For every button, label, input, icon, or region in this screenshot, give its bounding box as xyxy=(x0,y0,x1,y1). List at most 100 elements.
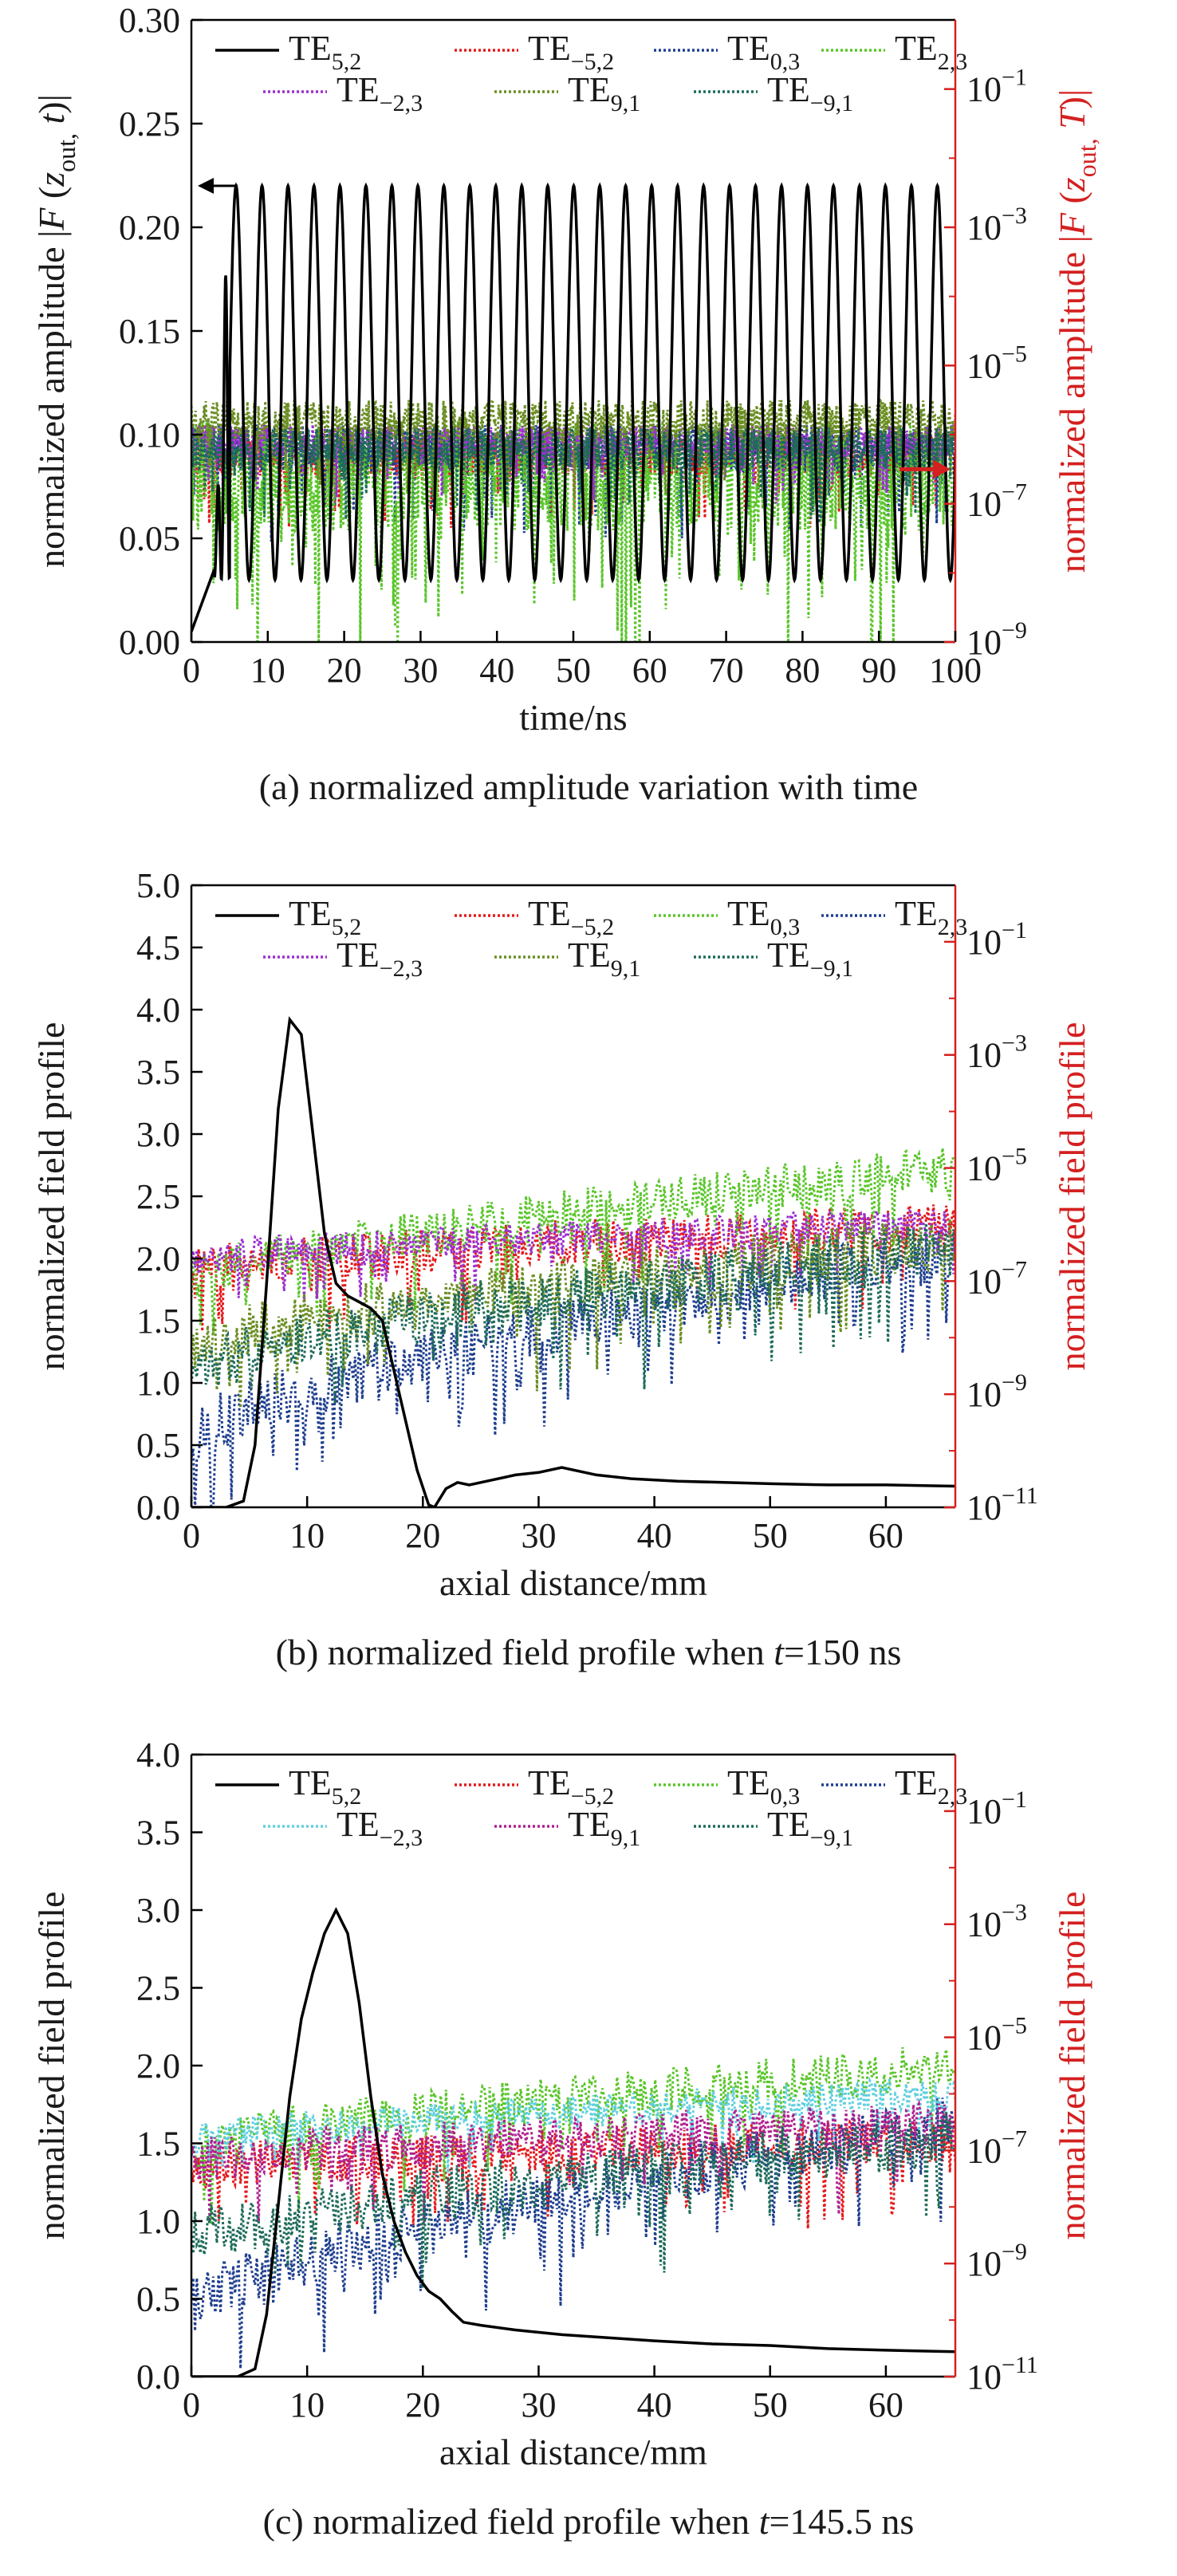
series-TE9,1 xyxy=(191,398,955,498)
legend-label: TE2,3 xyxy=(895,894,967,940)
legend-entry: TE0,3 xyxy=(654,29,800,75)
x-tick-label: 30 xyxy=(403,651,438,690)
legend-entry: TE0,3 xyxy=(654,1763,800,1810)
series-TE−9,1 xyxy=(191,426,955,523)
y-tick-label: 4.5 xyxy=(136,928,180,967)
legend-entry: TE−9,1 xyxy=(694,70,853,116)
series-TE5,2 xyxy=(191,1016,955,1507)
x-tick-label: 40 xyxy=(637,2385,672,2424)
legend-label: TE9,1 xyxy=(568,70,640,116)
y-tick-label: 4.0 xyxy=(136,991,180,1030)
x-tick-label: 50 xyxy=(556,651,591,690)
y-tick-label: 0.0 xyxy=(136,2357,180,2397)
y-axis-label: normalized field profile xyxy=(31,1022,72,1371)
arrow-left-head xyxy=(198,178,214,194)
legend-entry: TE9,1 xyxy=(494,1805,640,1851)
x-tick-label: 0 xyxy=(183,2385,200,2424)
x-tick-label: 50 xyxy=(753,1516,788,1555)
chart-b-caption: (b) normalized field profile when t=150 … xyxy=(275,1632,902,1672)
legend-label: TE−5,2 xyxy=(528,1763,614,1810)
legend-entry: TE0,3 xyxy=(654,894,800,940)
legend-entry: TE2,3 xyxy=(821,29,967,75)
y-axis-label: normalized field profile xyxy=(31,1892,72,2240)
y2-tick-label: 10−1 xyxy=(966,917,1027,962)
legend-label: TE0,3 xyxy=(727,894,800,940)
y-tick-label: 3.0 xyxy=(136,1115,180,1154)
x-tick-label: 60 xyxy=(632,651,667,690)
y-tick-label: 4.0 xyxy=(136,1735,180,1774)
legend-label: TE0,3 xyxy=(727,29,800,75)
y-tick-label: 0.0 xyxy=(136,1488,180,1527)
y2-tick-label: 10−1 xyxy=(966,1786,1027,1831)
x-axis-label: axial distance/mm xyxy=(439,1562,707,1603)
y-tick-label: 1.0 xyxy=(136,1364,180,1403)
series-TE9,1 xyxy=(191,2098,955,2226)
y2-tick-label: 10−5 xyxy=(966,1144,1027,1188)
x-tick-label: 30 xyxy=(521,1516,556,1555)
y-tick-label: 1.5 xyxy=(136,1302,180,1341)
x-tick-label: 0 xyxy=(183,651,200,690)
chart-panel-a: 0 10 20 30 40 50 60 70 80 90 100 0.00 0.05 0.10 0.15 0.… xyxy=(0,0,1177,829)
arrow-right-head xyxy=(933,459,951,479)
y2-tick-label: 10−7 xyxy=(966,1256,1027,1301)
y-tick-label: 0.00 xyxy=(119,623,180,662)
legend-entry: TE5,2 xyxy=(215,29,361,75)
series-TE5,2 xyxy=(191,182,955,632)
legend-entry: TE−9,1 xyxy=(694,1805,853,1851)
chart-c-svg: 0 10 20 30 40 50 60 0.0 0.5 1.0 1.5 2.0 2.5 3.0 3.5 4.0… xyxy=(31,1735,1092,2472)
legend-label: TE−2,3 xyxy=(337,935,423,982)
x-tick-label: 20 xyxy=(405,2385,440,2424)
y2-axis-label: normalized field profile xyxy=(1052,1892,1092,2240)
y2-tick-label: 10−11 xyxy=(966,2352,1038,2397)
chart-a-svg: 0 10 20 30 40 50 60 70 80 90 100 0.00 0.05 0.10 0.15 0.… xyxy=(31,1,1101,738)
legend-entry: TE−2,3 xyxy=(263,935,423,982)
chart-c-caption: (c) normalized field profile when t=145.… xyxy=(262,2501,915,2542)
x-tick-label: 60 xyxy=(868,2385,903,2424)
y-tick-label: 0.25 xyxy=(119,104,180,144)
series-TE−5,2 xyxy=(191,2118,955,2229)
legend-label: TE0,3 xyxy=(727,1763,800,1810)
y2-tick-label: 10−3 xyxy=(966,203,1027,247)
legend-label: TE9,1 xyxy=(568,935,640,982)
series-group xyxy=(191,1907,955,2377)
y2-tick-label: 10−1 xyxy=(966,65,1027,109)
series-TE5,2 xyxy=(191,1907,955,2377)
y-tick-label: 3.5 xyxy=(136,1814,180,1853)
legend-label: TE2,3 xyxy=(895,1763,967,1810)
y2-axis-label: normalized amplitude |F (zout, T)| xyxy=(1052,89,1101,573)
x-tick-label: 10 xyxy=(289,2385,325,2424)
legend-entry: TE2,3 xyxy=(821,1763,967,1810)
y-tick-label: 1.0 xyxy=(136,2202,180,2241)
y2-tick-label: 10−7 xyxy=(966,479,1027,524)
legend-label: TE5,2 xyxy=(289,894,361,940)
x-tick-label: 30 xyxy=(521,2385,556,2424)
x-tick-label: 0 xyxy=(183,1516,200,1555)
legend-entry: TE5,2 xyxy=(215,1763,361,1810)
y-tick-label: 0.5 xyxy=(136,2280,180,2319)
y2-tick-label: 10−9 xyxy=(966,1369,1027,1414)
x-tick-label: 20 xyxy=(405,1516,440,1555)
chart-a-caption: (a) normalized amplitude variation with … xyxy=(258,766,919,807)
y-tick-label: 1.5 xyxy=(136,2125,180,2164)
y-tick-label: 2.5 xyxy=(136,1177,180,1216)
legend-entry: TE−5,2 xyxy=(455,894,614,940)
y-tick-label: 5.0 xyxy=(136,866,180,905)
y-tick-label: 0.30 xyxy=(119,1,180,40)
legend-label: TE−9,1 xyxy=(767,70,853,116)
legend-label: TE5,2 xyxy=(289,1763,361,1810)
y-tick-label: 2.0 xyxy=(136,2046,180,2086)
y-tick-label: 3.5 xyxy=(136,1053,180,1092)
y-tick-label: 2.0 xyxy=(136,1239,180,1278)
legend-entry: TE9,1 xyxy=(494,935,640,982)
y-tick-label: 2.5 xyxy=(136,1969,180,2008)
x-tick-label: 50 xyxy=(753,2385,788,2424)
y-tick-label: 0.20 xyxy=(119,208,180,247)
legend-label: TE−5,2 xyxy=(528,894,614,940)
y2-tick-label: 10−9 xyxy=(966,2239,1027,2283)
x-tick-label: 60 xyxy=(868,1516,903,1555)
legend-entry: TE−2,3 xyxy=(263,1805,423,1851)
y-tick-label: 3.0 xyxy=(136,1891,180,1930)
y2-tick-label: 10−9 xyxy=(966,617,1027,662)
legend-label: TE9,1 xyxy=(568,1805,640,1851)
chart-panel-b: 0 10 20 30 40 50 60 0.0 0.5 1.0 1.5 2.0 2.5 3.0 3.5 4.0… xyxy=(0,865,1177,1695)
